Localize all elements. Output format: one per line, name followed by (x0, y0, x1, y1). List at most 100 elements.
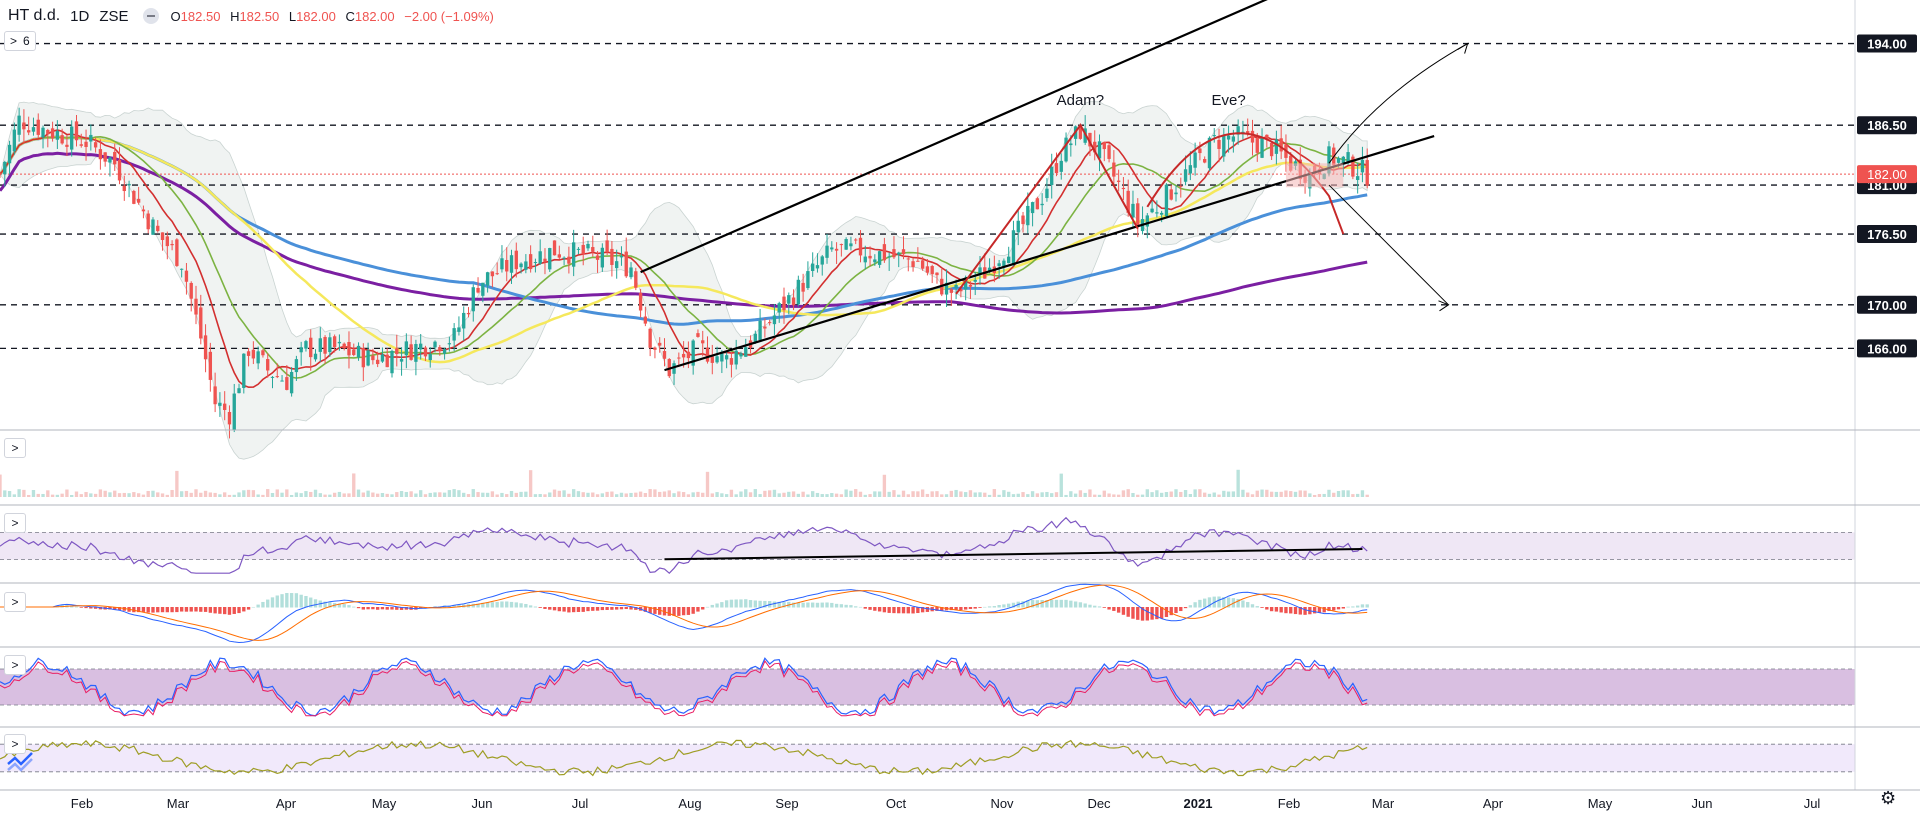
macd-hist (1217, 596, 1221, 608)
macd-hist (849, 605, 853, 608)
macd-hist (1351, 606, 1355, 608)
macd-hist (208, 607, 213, 613)
volume-bar (906, 494, 910, 497)
volume-bar (987, 494, 992, 497)
candle-body (586, 243, 590, 249)
candle-body (447, 343, 452, 345)
volume-bar (672, 493, 676, 497)
volume-bar (1298, 490, 1302, 497)
volume-bar (1260, 489, 1264, 497)
candle-body (1183, 169, 1188, 182)
macd-hist (940, 607, 944, 611)
macd-pane[interactable]: 0.0000 (0, 583, 1900, 644)
macd-hist (586, 607, 590, 612)
macd-hist (710, 604, 714, 608)
tradingview-logo-icon[interactable] (6, 750, 34, 774)
macd-hist (935, 607, 939, 611)
time-tick-16: Jun (1692, 796, 1713, 811)
macd-hist (1346, 606, 1350, 608)
volume-bar (1226, 491, 1231, 497)
macd-hist (696, 607, 700, 612)
candle-body (1179, 185, 1183, 187)
macd-pane-toggle[interactable]: > (4, 592, 26, 612)
candle-body (323, 336, 327, 354)
candle-body (1222, 134, 1226, 157)
volume-bar (1193, 489, 1197, 497)
main-price-pane[interactable]: Adam? Eve? (0, 0, 1855, 460)
volume-bar (653, 489, 657, 497)
stochastic-pane[interactable]: 100.00000.0000 (0, 650, 1913, 720)
macd-hist (203, 607, 208, 612)
volume-bar (892, 490, 896, 497)
volume-bar (729, 489, 734, 497)
macd-hist (887, 607, 891, 613)
macd-hist (815, 602, 820, 608)
candle-body (1355, 176, 1360, 180)
candle-body (772, 315, 777, 325)
macd-hist (270, 597, 275, 608)
volume-bar (944, 494, 949, 497)
macd-hist (194, 607, 198, 612)
macd-hist (1159, 607, 1164, 619)
macd-hist (658, 607, 662, 615)
candle-body (858, 237, 863, 256)
timeframe[interactable]: 1D (70, 7, 90, 25)
candle-body (787, 295, 791, 304)
macd-hist (701, 607, 705, 610)
macd-hist (911, 607, 915, 614)
macd-hist (557, 607, 561, 612)
volume-bar (1274, 491, 1279, 497)
volume-bar (638, 491, 643, 497)
volume-bar (218, 494, 222, 497)
symbol-name[interactable]: HT d.d. (8, 7, 61, 24)
macd-hist (839, 604, 844, 608)
volume-bar (920, 489, 925, 497)
volume-pane-toggle[interactable]: > (4, 438, 26, 458)
macd-hist (328, 602, 332, 608)
volume-bar (375, 493, 380, 497)
candle-body (638, 292, 643, 311)
visibility-icon[interactable] (142, 8, 159, 24)
candle-body (567, 256, 571, 264)
volume-bar (1121, 490, 1126, 497)
macd-hist (1002, 604, 1006, 608)
candle-body (576, 248, 581, 250)
macd-hist (873, 607, 877, 611)
candle-body (925, 266, 930, 273)
osc-pane-toggle[interactable]: > (4, 734, 26, 754)
candle-body (1269, 142, 1274, 157)
macd-hist (476, 603, 480, 608)
rsi-pane[interactable]: 80.0000 (0, 516, 1907, 575)
macd-hist (1069, 600, 1073, 608)
volume-bar (103, 490, 107, 497)
candle-body (371, 355, 375, 361)
candle-body (887, 256, 891, 258)
volume-bar (997, 494, 1001, 497)
volume-bar (1231, 491, 1236, 497)
candle-body (806, 271, 810, 289)
volume-bar (935, 491, 939, 497)
oscillator-pane[interactable]: 100.00000.0000 (0, 724, 1913, 788)
volume-bar (27, 494, 31, 497)
macd-hist (390, 607, 394, 610)
macd-hist (600, 607, 605, 611)
macd-hist (347, 605, 351, 608)
volume-bar (194, 489, 198, 497)
rsi-pane-toggle[interactable]: > (4, 513, 26, 533)
macd-hist (610, 607, 614, 610)
ohlc-close: 182.00 (354, 8, 395, 24)
time-tick-14: Apr (1483, 796, 1504, 811)
volume-bar (280, 492, 284, 497)
macd-hist (189, 607, 193, 612)
volume-bar (1088, 489, 1092, 497)
macd-hist (74, 606, 79, 608)
candle-body (935, 272, 939, 276)
macd-hist (1059, 599, 1063, 608)
gear-icon[interactable]: ⚙ (1880, 788, 1897, 808)
indicators-toggle-button[interactable]: > 6 (4, 31, 36, 51)
candle-body (629, 267, 633, 278)
volume-bar (1136, 494, 1140, 497)
volume-bar (12, 494, 17, 497)
stoch-pane-toggle[interactable]: > (4, 655, 26, 675)
